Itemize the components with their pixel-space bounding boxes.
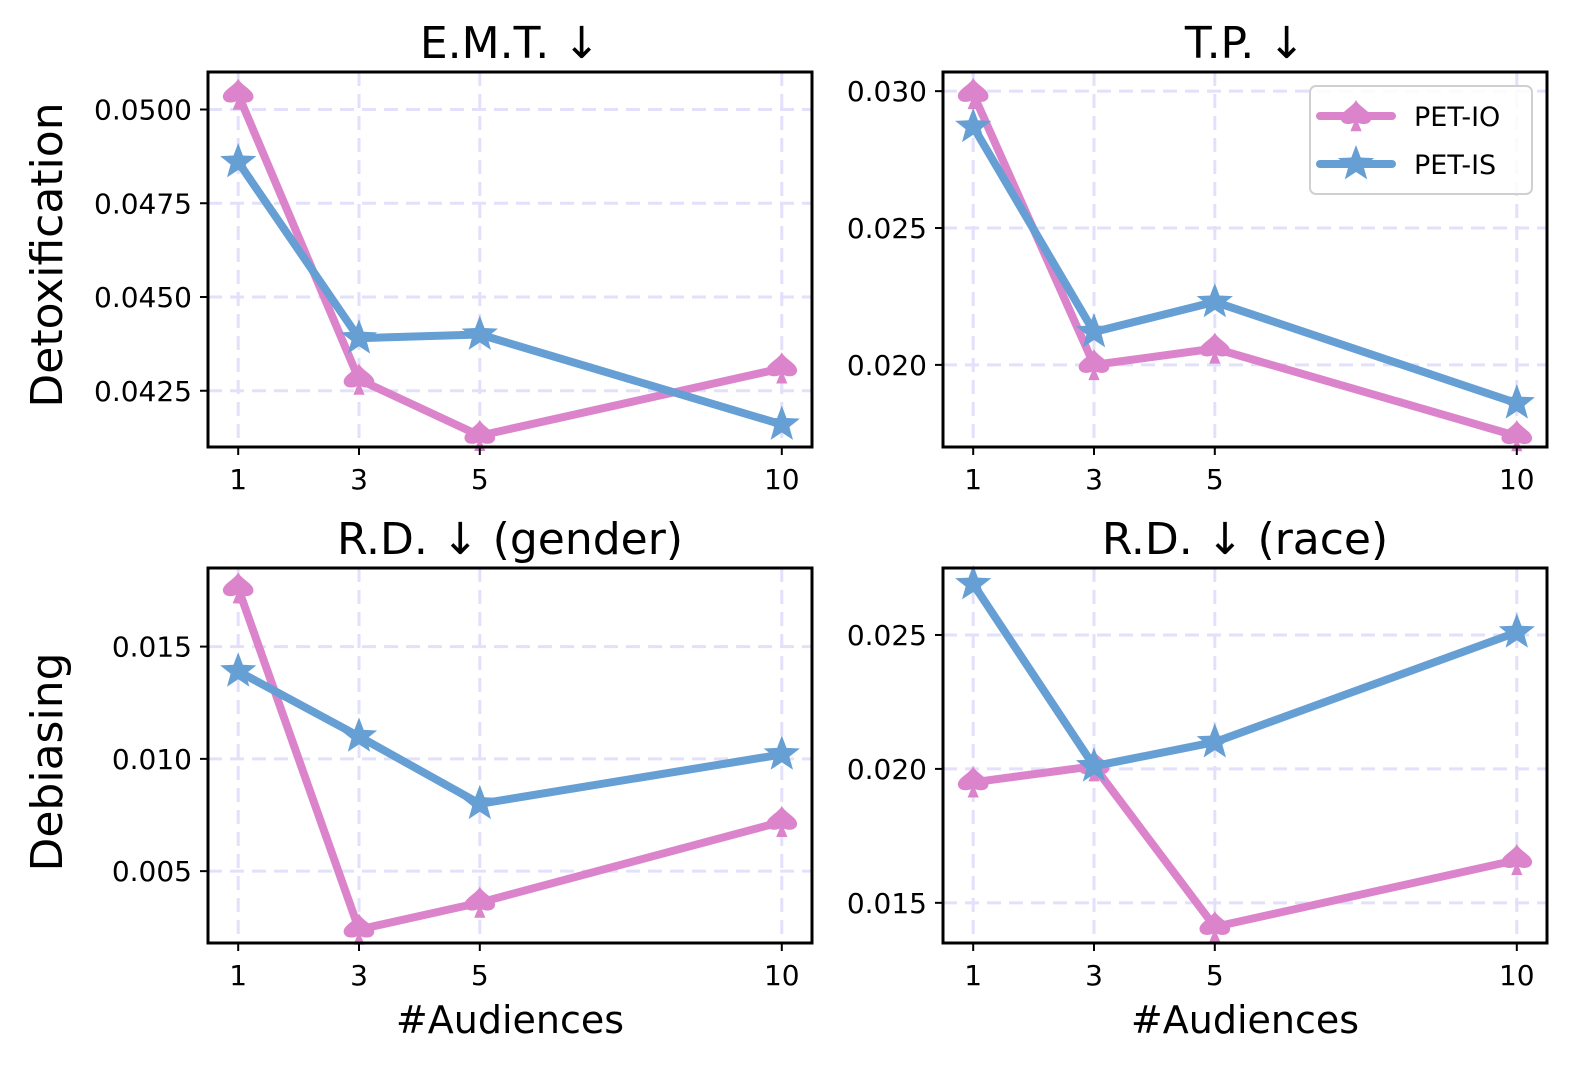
chart-panel-4: 1 3 5 10 0.015 0.020 0.025 R.D. ↓ (race) #Audien… xyxy=(847,514,1549,1042)
panel-title: E.M.T. ↓ xyxy=(420,18,600,69)
panel-title: T.P. ↓ xyxy=(1184,18,1305,69)
series-line-pet-is xyxy=(969,122,1521,408)
data-point-pet-io-4 xyxy=(1501,843,1533,876)
data-point-pet-is-4 xyxy=(763,405,800,440)
data-point-pet-io-2 xyxy=(1078,348,1110,381)
legend-label-pet-is: PET-IS xyxy=(1414,150,1496,181)
x-tick-label: 1 xyxy=(229,959,247,992)
x-tick-label: 3 xyxy=(1085,463,1103,496)
legend-marker-pet-is xyxy=(1337,145,1375,180)
data-point-pet-io-1 xyxy=(957,77,989,110)
data-point-pet-io-3 xyxy=(1199,910,1231,943)
data-point-pet-io-4 xyxy=(766,352,798,384)
data-point-pet-is-2 xyxy=(1075,747,1113,782)
x-tick-label: 10 xyxy=(1499,463,1535,496)
series-line-pet-io xyxy=(969,762,1521,931)
data-point-pet-is-1 xyxy=(955,565,992,600)
x-tick-label: 3 xyxy=(350,959,368,992)
legend-marker-pet-io xyxy=(1340,100,1372,132)
y-tick-label: 0.015 xyxy=(847,887,927,920)
series-line-pet-is xyxy=(234,667,786,808)
data-point-pet-io-3 xyxy=(464,419,496,451)
data-point-pet-is-3 xyxy=(1196,723,1233,758)
data-point-pet-is-1 xyxy=(220,143,257,178)
plot-frame xyxy=(206,70,814,449)
data-point-pet-io-1 xyxy=(222,78,254,110)
x-tick-label: 5 xyxy=(471,959,489,992)
series-line-pet-is xyxy=(969,580,1521,771)
y-tick-label: 0.0450 xyxy=(94,281,192,314)
row-label-debiasing: Debiasing xyxy=(22,652,73,871)
x-axis-label: #Audiences xyxy=(1131,998,1359,1042)
data-point-pet-io-3 xyxy=(464,886,496,918)
data-point-pet-io-4 xyxy=(1501,420,1533,452)
y-tick-label: 0.010 xyxy=(112,743,192,776)
data-point-pet-is-3 xyxy=(461,784,498,820)
series-line-pet-io xyxy=(234,584,786,934)
x-tick-label: 10 xyxy=(1499,959,1535,992)
data-point-pet-is-3 xyxy=(1196,282,1233,318)
chart-panel-2: 1 3 5 10 0.020 0.025 0.030 T.P. ↓ PET-IO PET-IS xyxy=(847,18,1549,496)
chart-panels: 1 3 5 10 0.0425 0.0450 0.0475 0.0500 E.M.T. ↓ 1 3 5… xyxy=(94,18,1549,1042)
legend-label-pet-io: PET-IO xyxy=(1414,102,1500,133)
y-tick-label: 0.0475 xyxy=(94,187,192,220)
data-point-pet-is-1 xyxy=(220,652,257,687)
data-point-pet-io-1 xyxy=(222,572,254,604)
data-point-pet-io-2 xyxy=(343,913,375,945)
chart-panel-1: 1 3 5 10 0.0425 0.0450 0.0475 0.0500 E.M.T. ↓ xyxy=(94,18,814,496)
y-tick-label: 0.030 xyxy=(847,75,927,108)
x-tick-label: 10 xyxy=(764,959,800,992)
plot-frame xyxy=(941,566,1549,945)
plot-frame xyxy=(941,70,1549,449)
panel-title: R.D. ↓ (race) xyxy=(1102,514,1388,565)
y-tick-label: 0.020 xyxy=(847,349,927,382)
data-point-pet-is-2 xyxy=(340,319,378,354)
series-line-pet-is xyxy=(234,158,786,429)
y-tick-label: 0.025 xyxy=(847,619,927,652)
data-point-pet-is-4 xyxy=(763,735,800,770)
x-tick-label: 5 xyxy=(1206,959,1224,992)
data-point-pet-io-4 xyxy=(766,805,798,837)
x-tick-label: 1 xyxy=(964,959,982,992)
chart-panel-3: 1 3 5 10 0.005 0.010 0.015 R.D. ↓ (gender) #Audi… xyxy=(112,514,814,1042)
data-point-pet-io-1 xyxy=(957,766,989,798)
data-point-pet-io-3 xyxy=(1199,332,1231,364)
data-point-pet-is-2 xyxy=(340,717,378,752)
y-tick-label: 0.025 xyxy=(847,212,927,245)
x-tick-label: 1 xyxy=(964,463,982,496)
y-tick-label: 0.020 xyxy=(847,753,927,786)
y-tick-label: 0.015 xyxy=(112,631,192,664)
legend: PET-IO PET-IS xyxy=(1309,85,1533,195)
y-tick-label: 0.0500 xyxy=(94,94,192,127)
series-line-pet-io xyxy=(234,90,786,440)
data-point-pet-is-4 xyxy=(1498,613,1535,648)
y-tick-label: 0.005 xyxy=(112,855,192,888)
x-axis-label: #Audiences xyxy=(396,998,624,1042)
data-point-pet-is-3 xyxy=(461,315,498,350)
x-tick-label: 5 xyxy=(471,463,489,496)
data-point-pet-io-2 xyxy=(343,363,375,395)
x-tick-label: 5 xyxy=(1206,463,1224,496)
x-tick-label: 3 xyxy=(1085,959,1103,992)
data-point-pet-is-2 xyxy=(1075,313,1113,348)
row-label-detoxification: Detoxification xyxy=(22,102,73,407)
data-point-pet-is-1 xyxy=(955,107,992,143)
panel-title: R.D. ↓ (gender) xyxy=(337,514,683,565)
x-tick-label: 3 xyxy=(350,463,368,496)
y-tick-label: 0.0425 xyxy=(94,375,192,408)
x-tick-label: 10 xyxy=(764,463,800,496)
data-point-pet-is-4 xyxy=(1498,384,1535,419)
x-tick-label: 1 xyxy=(229,463,247,496)
plot-frame xyxy=(206,566,814,945)
